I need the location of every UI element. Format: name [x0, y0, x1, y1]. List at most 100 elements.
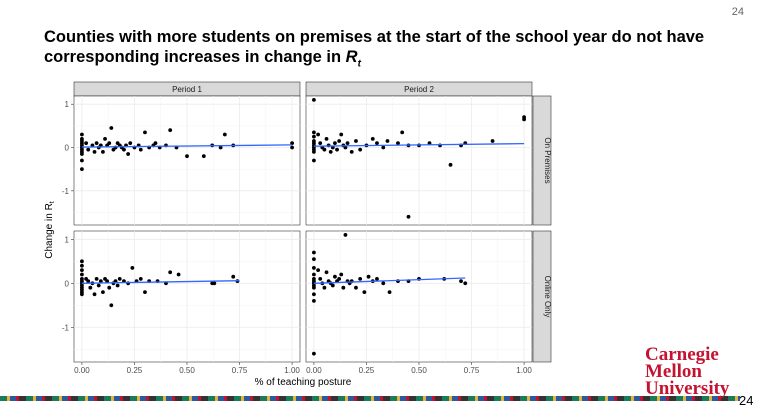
x-tick-label: 0.75 — [232, 366, 248, 375]
data-point — [80, 167, 84, 172]
title-subscript: t — [357, 58, 361, 70]
data-point — [80, 132, 84, 137]
data-point — [522, 117, 526, 122]
logo-line-3: University — [645, 378, 730, 399]
data-point — [337, 277, 342, 281]
data-point — [115, 283, 120, 288]
data-point — [349, 149, 354, 154]
data-point — [212, 281, 217, 286]
data-point — [312, 285, 316, 290]
x-tick-label: 0.50 — [179, 366, 195, 375]
data-point — [109, 303, 114, 308]
x-tick-label: 0.75 — [464, 366, 480, 375]
data-point — [92, 292, 97, 297]
data-point — [448, 162, 453, 167]
x-tick-label: 0.25 — [359, 366, 375, 375]
data-point — [122, 147, 126, 152]
data-point — [312, 266, 316, 270]
data-point — [362, 290, 367, 295]
data-point — [341, 285, 346, 290]
x-tick-label: 0.00 — [306, 366, 322, 375]
y-tick-label: -1 — [62, 187, 70, 196]
data-point — [128, 141, 133, 146]
data-point — [143, 290, 147, 295]
data-point — [312, 298, 316, 303]
facet-label-row: Online Only — [543, 276, 552, 318]
trend-line — [313, 142, 525, 147]
slide-title: Counties with more students on premises … — [44, 27, 734, 74]
facet-label-row: On Premises — [543, 137, 552, 183]
x-tick-label: 1.00 — [284, 366, 300, 375]
y-tick-label: -1 — [62, 323, 70, 332]
data-point — [375, 277, 379, 281]
data-point — [333, 141, 337, 146]
data-point — [80, 268, 84, 273]
logo-line-1: Carnegie — [645, 344, 719, 365]
data-point — [312, 97, 316, 102]
data-point — [143, 130, 147, 135]
data-point — [290, 145, 294, 150]
data-point — [322, 147, 327, 152]
data-point — [103, 136, 107, 141]
data-point — [312, 134, 316, 139]
data-point — [168, 128, 173, 133]
data-point — [231, 274, 236, 279]
data-point — [98, 279, 103, 284]
decorative-stripe — [0, 396, 740, 401]
data-point — [387, 290, 392, 295]
data-point — [322, 285, 327, 290]
data-point — [84, 141, 89, 146]
y-tick-label: 0 — [65, 144, 70, 153]
data-point — [130, 266, 135, 270]
x-tick-label: 0.00 — [74, 366, 90, 375]
data-point — [343, 233, 348, 237]
y-tick-label: 1 — [65, 235, 70, 244]
data-point — [312, 292, 316, 297]
bottom-page-number: 24 — [739, 393, 754, 408]
data-point — [126, 152, 131, 156]
data-point — [101, 149, 105, 154]
data-point — [185, 154, 189, 159]
data-point — [312, 272, 316, 277]
data-point — [375, 141, 379, 146]
data-point — [335, 147, 339, 152]
data-point — [406, 214, 411, 219]
data-point — [316, 132, 321, 137]
data-point — [358, 277, 363, 281]
data-point — [218, 145, 223, 150]
data-point — [316, 268, 321, 273]
data-point — [385, 139, 390, 143]
data-point — [330, 283, 335, 288]
data-point — [396, 141, 400, 146]
cmu-logo: Carnegie Mellon University — [645, 344, 730, 399]
data-point — [290, 141, 294, 146]
data-point — [80, 259, 84, 264]
data-point — [381, 281, 386, 286]
data-point — [113, 279, 118, 284]
logo-line-2: Mellon — [645, 361, 702, 382]
data-point — [107, 285, 112, 290]
data-point — [201, 154, 206, 159]
data-point — [312, 158, 316, 163]
page-number: 24 — [731, 6, 744, 18]
data-point — [168, 270, 173, 275]
data-point — [80, 152, 84, 156]
data-point — [90, 143, 95, 148]
x-tick-label: 0.50 — [411, 366, 427, 375]
data-point — [354, 139, 358, 143]
facet-strip-row — [532, 95, 552, 226]
facet-strip-row — [532, 230, 552, 363]
data-point — [88, 285, 93, 290]
data-point — [80, 263, 84, 268]
data-point — [459, 279, 463, 284]
x-tick-label: 1.00 — [516, 366, 532, 375]
data-point — [176, 272, 181, 277]
data-point — [101, 290, 105, 295]
data-point — [324, 136, 329, 141]
title-math: Rt — [345, 48, 361, 70]
data-point — [324, 270, 329, 275]
data-point — [222, 132, 227, 137]
data-point — [339, 272, 344, 277]
data-point — [343, 145, 348, 150]
